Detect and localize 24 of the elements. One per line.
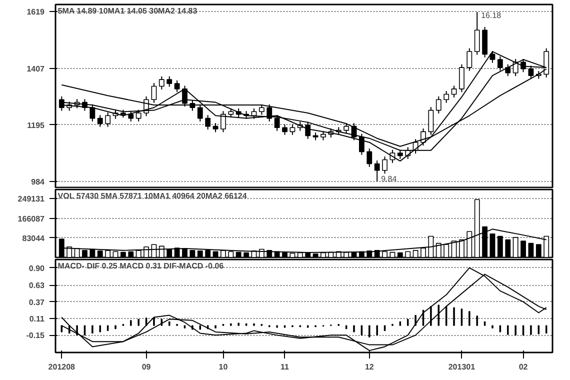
x-tick-label: 201208 — [48, 362, 76, 372]
annotation: 16.18 — [481, 10, 502, 20]
y-tick-label: 83044 — [22, 234, 46, 243]
annotation: VOL 57430 5MA 57871 10MA1 40964 20MA2 66124 — [58, 192, 248, 200]
x-tick-label: 11 — [280, 362, 290, 372]
x-tick-label: 201301 — [448, 362, 476, 372]
x-tick-label: 12 — [364, 362, 374, 372]
y-tick-label: 1407 — [26, 64, 46, 74]
y-tick-label: 166087 — [18, 214, 46, 224]
y-tick-label: 1195 — [27, 120, 46, 130]
x-tick-label: 10 — [218, 362, 228, 372]
annotation: MACD- DIF 0.25 MACD 0.31 DIF-MACD -0.06 — [58, 262, 224, 270]
x-tick-label: 09 — [142, 362, 152, 372]
y-tick-label: 984 — [31, 177, 46, 186]
y-tick-label: -0.15 — [26, 331, 46, 340]
y-tick-label: 0.37 — [28, 298, 46, 307]
y-tick-label: 0.11 — [29, 314, 46, 324]
annotation: 9.84 — [381, 174, 398, 184]
y-tick-label: 0.63 — [28, 281, 46, 290]
y-tick-label: 0.90 — [28, 264, 46, 273]
x-tick-label: 02 — [518, 362, 528, 372]
annotation: 5MA 14.89 10MA1 14.05 30MA2 14.83 — [58, 6, 198, 16]
y-tick-label: 1619 — [26, 8, 46, 17]
y-tick-label: 249131 — [18, 194, 46, 204]
